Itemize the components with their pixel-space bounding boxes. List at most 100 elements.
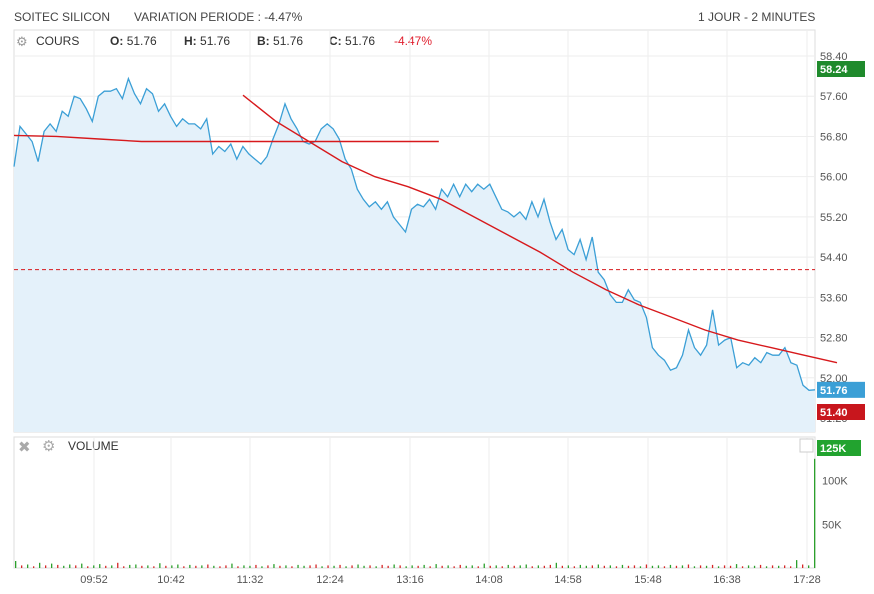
volume-bar (549, 564, 551, 568)
volume-bar (639, 566, 642, 568)
volume-bar (231, 563, 233, 568)
price-badges: 58.24 51.76 51.40 125K (817, 61, 865, 456)
volume-bar (753, 565, 756, 568)
volume-bar (447, 565, 449, 568)
volume-bar (411, 565, 413, 568)
trend-line (242, 94, 838, 364)
volume-bar (429, 566, 431, 568)
price-area (14, 78, 815, 432)
volume-bar (27, 564, 29, 568)
volume-bar (123, 566, 125, 568)
time-tick-label: 10:42 (157, 574, 185, 586)
volume-bar (309, 565, 311, 568)
volume-bar (741, 566, 744, 568)
high-label: H: (184, 34, 197, 48)
volume-bar (135, 564, 137, 568)
volume-bar (579, 564, 581, 568)
price-tick-label: 56.00 (820, 172, 848, 184)
volume-tick-label: 50K (822, 519, 842, 531)
volume-bar (531, 566, 533, 568)
volume-bar (267, 565, 269, 568)
volume-bar (189, 564, 191, 568)
volume-bar (237, 566, 239, 568)
volume-bar (99, 564, 101, 568)
volume-bar (603, 565, 605, 568)
volume-bar (633, 565, 636, 568)
volume-bar (501, 566, 503, 568)
price-axis: 58.40 57.60 56.80 56.00 55.20 54.40 53.60 52.80… (820, 51, 848, 425)
gear-icon[interactable]: ⚙ (16, 34, 28, 49)
volume-bar (796, 560, 798, 568)
gear-icon[interactable]: ⚙ (42, 438, 56, 455)
volume-bar (249, 565, 251, 568)
volume-bar (567, 565, 569, 568)
close-label: C: (329, 34, 342, 48)
volume-bar (363, 565, 365, 568)
volume-bar (183, 566, 185, 568)
volume-bar (177, 564, 179, 568)
last-price-badge-bg (817, 381, 865, 398)
checkbox[interactable] (799, 438, 814, 453)
timeframe-selector[interactable]: 1 JOUR - 2 MINUTES (698, 10, 816, 24)
close-icon[interactable]: ✖ (18, 439, 31, 456)
volume-bar (159, 563, 161, 568)
volume-bars (15, 458, 816, 568)
time-tick-label: 11:32 (237, 574, 264, 586)
price-tick-label: 57.60 (820, 91, 848, 103)
volume-bar (675, 565, 678, 568)
volume-bar (315, 564, 317, 568)
price-tick-label: 53.60 (820, 292, 848, 304)
volume-bar (459, 564, 461, 568)
volume-bar (609, 565, 611, 568)
volume-bar (45, 565, 47, 568)
volume-bar (21, 565, 23, 568)
volume-bar (729, 565, 732, 568)
volume-axis: 100K 50K (822, 476, 848, 532)
volume-bar (285, 565, 287, 568)
volume-max-badge: 125K (820, 443, 846, 455)
volume-bar (495, 565, 497, 568)
volume-bar (735, 564, 738, 568)
volume-bar (693, 566, 696, 568)
volume-bar (81, 563, 83, 568)
volume-bar (525, 564, 527, 568)
volume-bar (399, 565, 401, 568)
volume-bar (147, 565, 149, 568)
volume-bar (417, 565, 419, 568)
volume-bar (69, 564, 71, 568)
volume-bar (57, 564, 59, 568)
volume-bar (93, 565, 95, 568)
volume-bar (345, 566, 347, 568)
volume-bar (465, 565, 467, 568)
volume-bar (814, 458, 816, 568)
reference-price-badge: 51.40 (820, 407, 848, 419)
volume-bar (171, 565, 173, 568)
period-variation: VARIATION PERIODE : -4.47% (134, 10, 303, 24)
time-tick-label: 13:16 (396, 574, 424, 586)
last-price-badge: 51.76 (820, 385, 848, 397)
open-label: O: (110, 34, 124, 48)
volume-bar (723, 565, 726, 568)
trend-lines (13, 94, 838, 364)
volume-bar (471, 565, 473, 568)
volume-bar (369, 565, 371, 568)
volume-bar (573, 566, 575, 568)
high-price-badge: 58.24 (820, 64, 848, 76)
volume-bar (225, 565, 227, 568)
volume-bar (165, 565, 167, 568)
volume-bar (453, 566, 455, 568)
volume-bar (663, 566, 666, 568)
time-axis: 09:52 10:42 11:32 12:24 13:16 14:08 14:58 15:48… (80, 574, 821, 586)
volume-bar (423, 564, 425, 568)
volume-bar (717, 566, 720, 568)
volume-bar (627, 565, 630, 568)
volume-bar (321, 566, 323, 568)
volume-bar (153, 566, 155, 568)
volume-bar (195, 565, 197, 568)
volume-bar (711, 564, 714, 568)
volume-bar (687, 564, 690, 568)
price-tick-label: 56.80 (820, 131, 848, 143)
volume-bar (63, 565, 65, 568)
volume-bar (393, 564, 395, 568)
volume-bar (339, 564, 341, 568)
